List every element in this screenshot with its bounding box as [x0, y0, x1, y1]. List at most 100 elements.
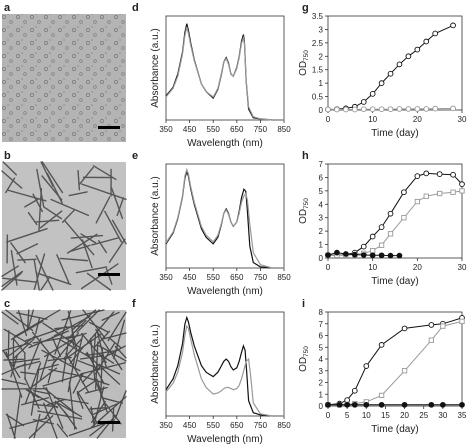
x-tick-label: 0	[326, 411, 331, 420]
x-tick-label: 20	[400, 411, 409, 420]
x-tick-label: 10	[368, 115, 377, 124]
data-point	[387, 70, 394, 77]
x-tick-label: 30	[458, 115, 467, 124]
series-line-2	[165, 26, 284, 121]
x-tick-label: 10	[368, 263, 377, 272]
data-point	[378, 252, 385, 259]
data-point	[351, 106, 358, 113]
data-point	[450, 171, 456, 178]
data-point	[459, 401, 465, 408]
data-point	[360, 99, 367, 105]
panel-label-d: d	[132, 2, 139, 14]
x-tick-label: 0	[326, 115, 331, 124]
data-point	[432, 30, 439, 37]
data-point	[450, 189, 456, 195]
chart-h: 0 10 20 30 0 1 2 3 4 5 6 7 Time (day) OD750	[298, 160, 467, 287]
data-point	[459, 181, 465, 187]
chart-e: 350 450 550 650 750 850 Wavelength (nm) Absorba…	[150, 163, 291, 297]
x-tick-label: 750	[254, 421, 268, 430]
data-point	[363, 363, 370, 369]
data-point	[325, 401, 331, 408]
series-line-1	[327, 24, 454, 110]
data-point	[423, 193, 429, 199]
data-point	[428, 337, 435, 343]
data-point	[378, 392, 385, 399]
data-point	[360, 252, 367, 258]
panel-label-h: h	[302, 150, 309, 162]
data-point	[344, 401, 350, 408]
data-point	[369, 91, 376, 97]
data-point	[405, 106, 412, 112]
data-point	[423, 106, 430, 112]
series-line-2	[165, 324, 284, 417]
x-tick-label: 30	[438, 411, 447, 420]
data-point	[343, 106, 349, 113]
y-tick-label: 6	[319, 332, 324, 341]
data-point	[432, 105, 439, 112]
data-point	[351, 401, 358, 408]
chart-f: 350 450 550 650 750 850 Wavelength (nm) Absorba…	[150, 311, 291, 445]
x-tick-label: 25	[419, 411, 428, 420]
data-point	[459, 188, 465, 194]
chart-g: 0 10 20 30 0 0.5 1 1.5 2 2.5 3 3.5 Time (day) OD750	[298, 12, 467, 139]
data-point	[396, 61, 403, 68]
data-point	[387, 231, 394, 237]
panel-label-e: e	[132, 150, 139, 162]
x-axis-label: Time (day)	[371, 128, 418, 139]
data-point	[428, 401, 435, 408]
chart-i: 0 5 10 15 20 25 30 35 0 1 2 3 4 5 6 7 8 Time (day) OD750	[298, 308, 467, 435]
series-line-1	[327, 317, 463, 406]
data-point	[414, 46, 421, 53]
y-tick-label: 0	[319, 106, 324, 115]
series-line-1	[328, 172, 463, 256]
data-point	[401, 401, 408, 408]
data-point	[459, 318, 465, 325]
y-tick-label: 5	[319, 187, 324, 196]
y-tick-label: 2	[319, 379, 324, 388]
data-point	[437, 190, 443, 197]
x-tick-label: 450	[183, 125, 197, 134]
y-tick-label: 5	[319, 343, 324, 352]
chart-d: 350 450 550 650 750 850 Wavelength (nm) Absorba…	[150, 15, 291, 149]
y-axis-label: OD750	[298, 50, 310, 76]
series-line-1	[165, 23, 284, 121]
data-point	[336, 401, 343, 408]
plot-frame	[165, 163, 285, 269]
x-tick-label: 650	[230, 125, 244, 134]
data-point	[351, 251, 358, 258]
y-tick-label: 7	[319, 320, 324, 329]
x-tick-label: 850	[277, 125, 291, 134]
x-tick-label: 550	[207, 273, 221, 282]
y-tick-label: 7	[319, 160, 324, 169]
y-tick-label: 4	[319, 355, 324, 364]
x-tick-label: 20	[413, 115, 422, 124]
x-tick-label: 650	[230, 421, 244, 430]
x-tick-label: 10	[362, 411, 371, 420]
data-point	[334, 106, 340, 113]
x-tick-label: 850	[277, 421, 291, 430]
plot-frame	[165, 311, 285, 417]
y-tick-label: 3	[319, 367, 324, 376]
data-point	[343, 251, 349, 257]
panel-label-c: c	[4, 298, 11, 310]
series-line-2	[165, 167, 284, 269]
plot-frame	[165, 15, 285, 121]
y-tick-label: 4	[319, 200, 324, 209]
y-axis-label: Absorbance (a.u.)	[150, 28, 161, 108]
y-axis-label: Absorbance (a.u.)	[150, 324, 161, 404]
x-tick-label: 550	[207, 421, 221, 430]
data-point	[369, 252, 376, 259]
data-point	[405, 53, 412, 60]
data-point	[401, 368, 408, 374]
data-point	[378, 342, 385, 348]
x-tick-label: 450	[183, 273, 197, 282]
data-point	[387, 252, 394, 259]
data-point	[450, 105, 456, 112]
x-tick-label: 350	[159, 273, 173, 282]
data-point	[370, 247, 376, 254]
series-line-1	[165, 315, 284, 417]
data-point	[414, 173, 421, 179]
y-tick-label: 3	[319, 25, 324, 34]
y-tick-label: 2	[319, 52, 324, 61]
data-point	[325, 106, 331, 113]
